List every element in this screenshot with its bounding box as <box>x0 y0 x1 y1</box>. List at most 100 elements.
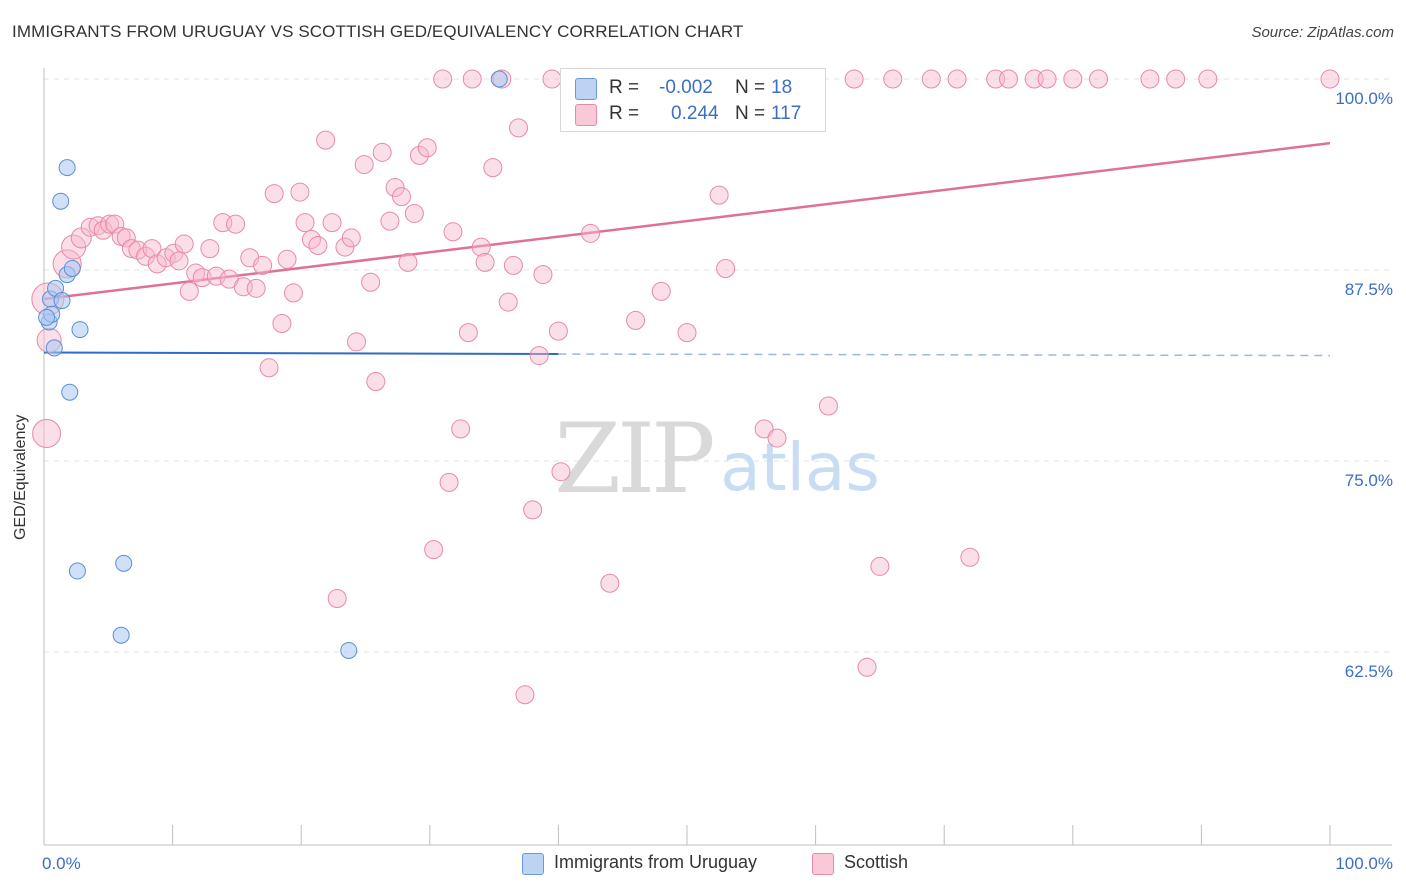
grid <box>44 78 1392 653</box>
uruguay-point <box>115 554 133 572</box>
scottish-point <box>1320 69 1340 89</box>
watermark-zip: ZIP <box>554 403 713 515</box>
scottish-point <box>192 268 212 288</box>
scottish-point <box>169 251 189 271</box>
scottish-point <box>100 214 120 234</box>
uruguay-point <box>38 308 56 326</box>
scottish-point <box>424 540 444 560</box>
scottish-point <box>32 418 62 448</box>
scottish-point <box>677 323 697 343</box>
scottish-point <box>385 177 405 197</box>
scottish-point <box>451 419 471 439</box>
scottish-point <box>509 118 529 138</box>
x-tick-label: 100.0% <box>1335 854 1393 873</box>
uruguay-point <box>490 70 508 88</box>
r-label: R = <box>609 77 640 98</box>
y-tick-label: 100.0% <box>1335 89 1393 108</box>
scottish-point <box>844 69 864 89</box>
uruguay-point <box>45 339 63 357</box>
legend-label: Immigrants from Uruguay <box>554 852 758 872</box>
scottish-point <box>226 214 246 234</box>
uruguay-trend-extension <box>558 353 1331 357</box>
scottish-point <box>523 500 543 520</box>
scottish-point <box>372 142 392 162</box>
scottish-point <box>857 657 877 677</box>
scottish-point <box>361 272 381 292</box>
uruguay-point <box>112 626 130 644</box>
n-value: 18 <box>771 77 793 98</box>
uruguay-point <box>71 321 89 339</box>
scottish-point <box>458 323 478 343</box>
scottish-point <box>503 255 523 275</box>
scottish-point <box>1089 69 1109 89</box>
scottish-point <box>767 428 787 448</box>
scottish-point <box>80 217 100 237</box>
scottish-point <box>1198 69 1218 89</box>
scottish-point <box>651 281 671 301</box>
watermark-atlas: atlas <box>720 429 880 506</box>
scottish-point <box>443 222 463 242</box>
uruguay-swatch <box>575 78 597 100</box>
tick-labels: 62.5% 75.0% 87.5% 100.0% 0.0% 100.0% <box>42 89 1393 873</box>
scottish-point <box>529 346 549 366</box>
scottish-point <box>542 69 562 89</box>
scottish-point <box>341 228 361 248</box>
y-tick-label: 87.5% <box>1345 280 1393 299</box>
scottish-point <box>883 69 903 89</box>
scottish-point <box>410 145 430 165</box>
scottish-point <box>116 228 136 248</box>
scottish-point <box>290 182 310 202</box>
scottish-point <box>471 237 491 257</box>
scottish-point <box>870 556 890 576</box>
scottish-point <box>921 69 941 89</box>
r-value: -0.002 <box>659 77 713 98</box>
scottish-point <box>515 685 535 705</box>
scottish-point <box>1063 69 1083 89</box>
watermark: ZIP atlas <box>554 403 879 515</box>
scottish-point <box>295 213 315 233</box>
r-value: 0.244 <box>671 103 719 124</box>
source-label: Source: ZipAtlas.com <box>1251 24 1394 41</box>
scottish-point <box>433 69 453 89</box>
n-label: N = <box>735 77 766 98</box>
scottish-point <box>1037 69 1057 89</box>
scottish-point <box>335 237 355 257</box>
scottish-point <box>417 138 437 158</box>
scottish-point <box>404 203 424 223</box>
scottish-point <box>947 69 967 89</box>
uruguay-swatch <box>522 853 544 875</box>
uruguay-point <box>68 562 86 580</box>
scottish-point <box>277 249 297 269</box>
scottish-point <box>533 265 553 285</box>
uruguay-point <box>58 159 76 177</box>
scottish-point <box>1166 69 1186 89</box>
scottish-point <box>179 281 199 301</box>
scottish-point <box>392 187 412 207</box>
scottish-point <box>366 372 386 392</box>
scottish-point <box>264 184 284 204</box>
x-tick-label: 0.0% <box>42 854 81 873</box>
scottish-point <box>327 589 347 609</box>
scottish-point <box>206 266 226 286</box>
scottish-point <box>475 252 495 272</box>
scottish-point <box>142 239 162 259</box>
scottish-point <box>600 573 620 593</box>
scottish-point <box>398 252 418 272</box>
uruguay-points <box>38 70 508 659</box>
uruguay-point <box>53 292 71 310</box>
scottish-point <box>754 419 774 439</box>
scottish-point <box>259 358 279 378</box>
scottish-point <box>253 255 273 275</box>
r-label: R = <box>609 103 640 124</box>
scottish-point <box>136 246 156 266</box>
scottish-point <box>308 236 328 256</box>
scottish-point <box>498 292 518 312</box>
scottish-point <box>439 472 459 492</box>
scottish-point <box>346 332 366 352</box>
scottish-point <box>462 69 482 89</box>
scottish-point <box>551 462 571 482</box>
uruguay-point <box>63 259 81 277</box>
y-tick-label: 75.0% <box>1345 471 1393 490</box>
scottish-point <box>246 278 266 298</box>
